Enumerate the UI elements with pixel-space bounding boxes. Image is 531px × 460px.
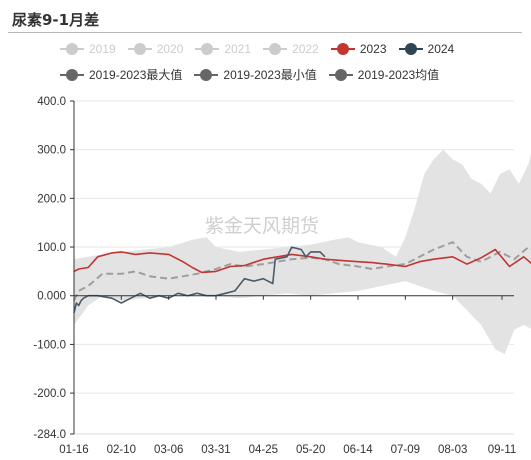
legend-swatch-icon xyxy=(195,43,220,55)
legend-item[interactable]: 2021 xyxy=(195,42,251,56)
legend-label: 2023 xyxy=(359,42,387,56)
legend-label: 2022 xyxy=(292,42,319,56)
y-tick-label: 0.000 xyxy=(37,291,66,303)
x-tick-label: 01-16 xyxy=(59,444,88,456)
y-tick-label: -100.0 xyxy=(33,339,66,351)
legend-swatch-icon xyxy=(60,43,84,55)
title-divider xyxy=(8,32,522,33)
legend-item[interactable]: 2024 xyxy=(398,42,455,56)
legend-item[interactable]: 2019 xyxy=(60,42,116,56)
watermark: 紫金天风期货 xyxy=(205,215,319,237)
legend-label: 2020 xyxy=(156,42,184,56)
legend-label: 2021 xyxy=(224,42,252,56)
legend-swatch-icon xyxy=(328,68,353,81)
legend-swatch-icon xyxy=(60,68,84,81)
legend-swatch-icon xyxy=(194,68,219,81)
x-tick-label: 03-06 xyxy=(154,444,183,456)
y-tick-label: 100.0 xyxy=(37,242,66,254)
y-tick-label: -284.0 xyxy=(33,429,66,441)
legend-label: 2019-2023最小值 xyxy=(223,68,317,82)
legend-item[interactable]: 2019-2023均值 xyxy=(328,66,440,83)
x-tick-label: 03-31 xyxy=(201,444,230,456)
x-tick-label: 08-03 xyxy=(438,444,467,456)
y-tick-label: 200.0 xyxy=(37,193,66,205)
axes: 400.0 300.0 200.0 100.0 0.000 -100.0 -200.0 -28… xyxy=(33,96,516,456)
y-tick-label: 400.0 xyxy=(37,96,66,108)
legend-label: 2019-2023均值 xyxy=(357,68,440,82)
x-tick-label: 06-14 xyxy=(343,444,373,456)
x-tick-label: 09-11 xyxy=(488,444,517,456)
legend-label: 2024 xyxy=(427,42,455,56)
legend-row-2: 2019-2023最大值 2019-2023最小值 2019-2023均值 xyxy=(60,66,451,83)
series-2023-line xyxy=(73,248,531,274)
legend-swatch-icon xyxy=(330,43,355,55)
legend-swatch-icon xyxy=(398,43,423,55)
legend-swatch-icon xyxy=(127,43,152,55)
page-title: 尿素9-1月差 xyxy=(12,11,100,29)
legend-item[interactable]: 2022 xyxy=(263,42,319,56)
y-tick-label: 300.0 xyxy=(37,145,66,157)
x-tick-label: 05-20 xyxy=(296,444,325,456)
legend-item[interactable]: 2019-2023最小值 xyxy=(194,66,317,83)
y-tick-label: -200.0 xyxy=(33,388,66,400)
x-tick-label: 07-09 xyxy=(391,444,420,456)
x-tick-label: 04-25 xyxy=(249,444,278,456)
legend-row-1: 2019 2020 2021 2022 2023 2024 xyxy=(60,42,466,56)
legend-item[interactable]: 2019-2023最大值 xyxy=(60,66,182,83)
legend-swatch-icon xyxy=(263,43,288,55)
legend-item[interactable]: 2023 xyxy=(330,42,387,56)
x-tick-label: 02-10 xyxy=(107,444,136,456)
legend-item[interactable]: 2020 xyxy=(127,42,184,56)
legend-label: 2019 xyxy=(89,42,116,56)
legend-label: 2019-2023最大值 xyxy=(89,68,183,82)
